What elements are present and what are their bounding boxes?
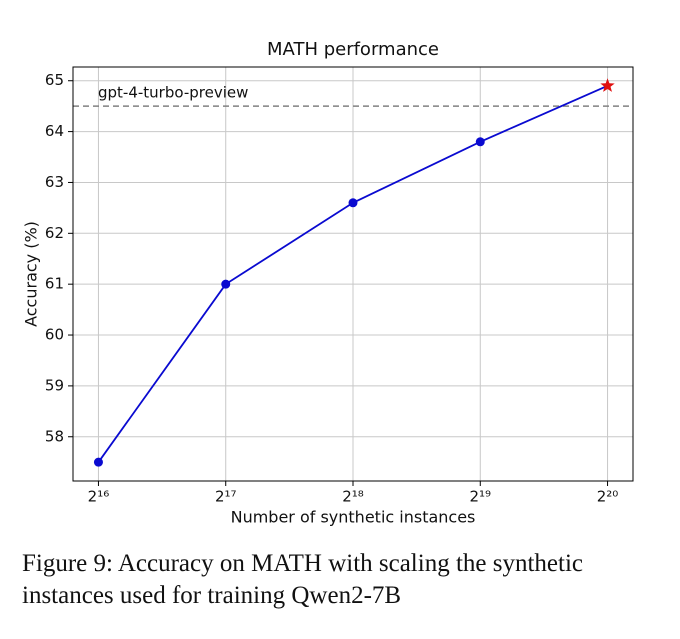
caption-line: instances used for training Qwen2-7B (22, 582, 401, 609)
point-marker (475, 137, 485, 147)
point-marker (348, 198, 358, 208)
y-axis-label: Accuracy (%) (22, 221, 41, 327)
x-tick-label: 2¹⁷ (215, 488, 237, 506)
chart-title: MATH performance (267, 39, 439, 60)
x-tick-label: 2¹⁸ (342, 488, 364, 506)
y-tick-label: 62 (45, 224, 64, 242)
caption-line: Figure 9: Accuracy on MATH with scaling … (22, 550, 583, 577)
y-tick-label: 64 (45, 122, 64, 140)
y-tick-label: 63 (45, 173, 64, 191)
y-tick-label: 60 (45, 326, 64, 344)
y-tick-label: 59 (45, 376, 64, 394)
y-tick-label: 61 (45, 275, 64, 293)
reference-label: gpt-4-turbo-preview (98, 84, 248, 102)
point-marker (221, 279, 231, 289)
x-tick-label: 2¹⁶ (88, 488, 110, 506)
y-tick-label: 65 (45, 71, 64, 89)
x-axis-label: Number of synthetic instances (231, 508, 476, 527)
point-marker (93, 457, 103, 467)
plot-frame (72, 66, 634, 482)
x-tick-label: 2²⁰ (597, 488, 619, 506)
y-tick-label: 58 (45, 427, 64, 445)
x-tick-label: 2¹⁹ (469, 488, 491, 506)
point-marker (600, 78, 615, 92)
